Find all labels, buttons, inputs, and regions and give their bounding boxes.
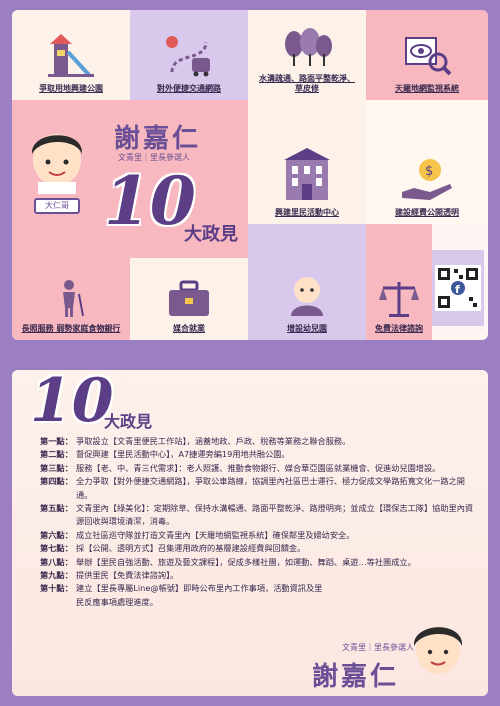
tile-legal: 免費法律諮詢: [366, 224, 432, 340]
svg-text:$: $: [425, 164, 433, 179]
tile-label: 免費法律諮詢: [375, 324, 423, 333]
tile-label: 媒合就業: [173, 324, 205, 333]
tile-label: 增設幼兒園: [287, 324, 327, 333]
big-ten: 10: [104, 162, 196, 240]
candidate-subtitle: 文青里｜里長參選人: [342, 643, 414, 652]
list-item: 第五點： 文青里內【綠美化】：定期除草、保持水溝暢通、路面平整乾淨、路燈明亮；並成…: [40, 503, 474, 527]
list-item: 第十點： 建立【里長專屬Line@帳號】即時公布里內工作事項，活動資訊及里民反應事…: [40, 583, 323, 607]
bottom-poster: 10 大政見 第一點： 爭取設立【文青里便民工作站】，涵蓋地政、戶政、稅務等業務之…: [12, 370, 488, 696]
nickname-badge: 大仁哥: [34, 198, 80, 214]
tile-kindergarten: 增設幼兒園: [248, 224, 366, 340]
top-poster: 爭取用地興建公園 對外便捷交通網路 水溝疏通、路面平整乾淨、草皮修 天羅地網監視…: [12, 10, 488, 340]
list-item: 第九點： 提供里民【免費法律諮詢】。: [40, 570, 179, 581]
avatar: [31, 134, 83, 194]
candidate-subtitle: 文青里｜里長參選人: [118, 153, 190, 162]
list-item: 第八點： 舉辦【里民自強活動、旅遊及藝文課程】，促成多樣社團，如運動、舞蹈、桌遊……: [40, 556, 416, 567]
tile-label: 長照服務 弱勢家庭食物銀行: [21, 324, 121, 333]
list-item: 第二點： 督促興建【里民活動中心】，A7捷運旁編19用地共融公園。: [40, 449, 290, 460]
tile-environment: 水溝疏通、路面平整乾淨、草皮修: [248, 10, 366, 100]
tile-label: 建設經費公開透明: [395, 208, 459, 217]
svg-text:f: f: [455, 283, 460, 296]
candidate-name: 謝嘉仁: [312, 662, 400, 692]
surveillance-icon: [405, 37, 452, 76]
big-ten: 10: [30, 370, 114, 436]
tile-label: 水溝疏通、路面平整乾淨、草皮修: [259, 74, 355, 93]
candidate-name: 謝嘉仁: [114, 124, 202, 154]
qr-panel: f: [432, 250, 484, 326]
tile-activity-center: 興建里民活動中心: [248, 100, 366, 224]
elder-icon: [63, 280, 84, 317]
list-item: 第三點： 服務【老、中、青三代需求】：老人照護、推動食物銀行、媒合華亞園區就業機會…: [40, 462, 441, 473]
candidate-panel: 大仁哥 謝嘉仁 文青里｜里長參選人 10 大政見: [12, 100, 248, 258]
tile-park: 爭取用地興建公園: [12, 10, 130, 100]
list-item: 第一點： 爭取設立【文青里便民工作站】，涵蓋地政、戶政、稅務等業務之聯合服務。: [40, 436, 351, 446]
policy-heading: 大政見: [104, 412, 153, 431]
policy-heading: 大政見: [184, 224, 238, 245]
avatar: [413, 626, 463, 674]
tile-label: 興建里民活動中心: [275, 208, 339, 217]
route-icon: [166, 36, 210, 77]
playground-icon: [48, 34, 94, 78]
policy-list: 第一點： 爭取設立【文青里便民工作站】，涵蓋地政、戶政、稅務等業務之聯合服務。 第…: [40, 435, 480, 609]
tile-employment: 媒合就業: [130, 258, 248, 340]
trees-icon: [285, 28, 332, 66]
tile-budget: $ 建設經費公開透明: [366, 100, 488, 224]
tile-transport: 對外便捷交通網路: [130, 10, 248, 100]
tile-label: 對外便捷交通網路: [157, 84, 221, 93]
list-item: 第七點： 採【公開、透明方式】召集運用政府的基層建設經費與回饋金。: [40, 543, 306, 554]
building-icon: [284, 148, 330, 200]
briefcase-icon: [169, 280, 209, 316]
qr-code-icon[interactable]: f: [435, 265, 481, 311]
baby-icon: [291, 277, 323, 316]
list-item: 第四點： 全力爭取【對外便捷交通網路】，爭取公車路線，協調里內社區巴士運行、極力促…: [40, 476, 465, 500]
tile-surveillance: 天羅地網監視系統: [366, 10, 488, 100]
tile-label: 天羅地網監視系統: [395, 84, 459, 93]
scales-icon: [379, 282, 419, 317]
list-item: 第六點： 成立社區巡守隊並打造文青里內【天羅地網監視系統】確保鄰里及婦幼安全。: [40, 529, 355, 540]
money-hand-icon: $: [402, 159, 452, 200]
tile-label: 爭取用地興建公園: [39, 84, 103, 93]
tile-long-term-care: 長照服務 弱勢家庭食物銀行: [12, 258, 130, 340]
